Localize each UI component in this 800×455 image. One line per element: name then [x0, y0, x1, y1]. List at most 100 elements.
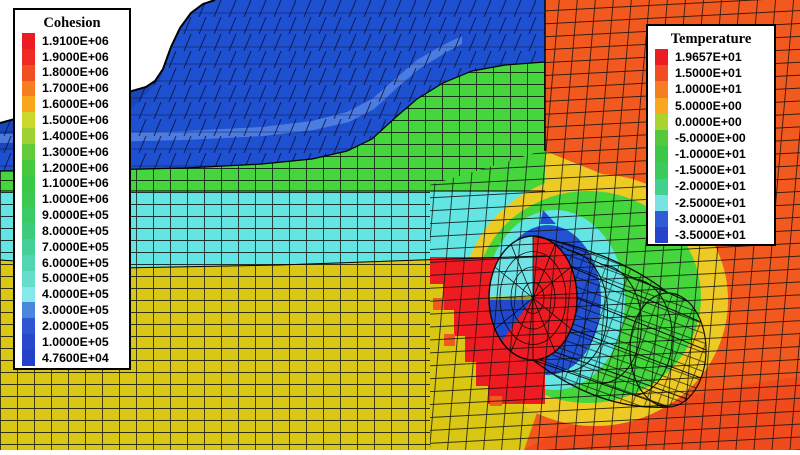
legend-color-swatch: [655, 227, 668, 244]
legend-entry: 1.9100E+06: [15, 33, 129, 49]
legend-value-label: 1.2000E+06: [42, 160, 109, 175]
legend-color-swatch: [655, 146, 668, 163]
legend-entry: 1.3000E+06: [15, 143, 129, 160]
legend-color-swatch: [655, 210, 668, 228]
cohesion-legend-title: Cohesion: [43, 15, 101, 31]
legend-entry: -2.0000E+01: [648, 178, 774, 195]
legend-value-label: 1.4000E+06: [42, 128, 109, 143]
legend-entry: 5.0000E+05: [15, 270, 129, 287]
legend-entry: 1.0000E+01: [648, 81, 774, 98]
legend-entry: 2.0000E+05: [15, 318, 129, 335]
legend-color-swatch: [655, 113, 668, 130]
legend-entry: -2.5000E+01: [648, 194, 774, 211]
legend-color-swatch: [22, 270, 35, 287]
legend-color-swatch: [22, 64, 35, 81]
legend-entry: 5.0000E+00: [648, 97, 774, 114]
legend-value-label: 0.0000E+00: [675, 114, 742, 129]
legend-value-label: 1.7000E+06: [42, 81, 109, 96]
legend-color-swatch: [22, 191, 35, 208]
legend-value-label: 1.0000E+06: [42, 192, 109, 207]
legend-value-label: 2.0000E+05: [42, 318, 109, 333]
legend-entry: 4.7600E+04: [15, 349, 129, 366]
legend-value-label: 1.6000E+06: [42, 97, 109, 112]
legend-entry: 6.0000E+05: [15, 254, 129, 271]
legend-color-swatch: [22, 207, 35, 224]
legend-value-label: -3.0000E+01: [675, 211, 746, 226]
temperature-legend: Temperature 1.9657E+01 1.5000E+01 1.0000E+…: [646, 24, 776, 246]
legend-value-label: 3.0000E+05: [42, 303, 109, 318]
legend-entry: 1.7000E+06: [15, 80, 129, 97]
legend-entry: -1.5000E+01: [648, 162, 774, 179]
legend-color-swatch: [655, 81, 668, 98]
legend-entry: 9.0000E+05: [15, 207, 129, 224]
legend-value-label: -2.0000E+01: [675, 179, 746, 194]
legend-color-swatch: [22, 254, 35, 271]
legend-value-label: 1.0000E+01: [675, 82, 742, 97]
legend-entry: -3.5000E+01: [648, 227, 774, 244]
legend-value-label: 1.5000E+06: [42, 112, 109, 127]
legend-entry: 1.1000E+06: [15, 175, 129, 192]
legend-color-swatch: [22, 112, 35, 129]
legend-value-label: 1.9000E+06: [42, 49, 109, 64]
legend-value-label: 1.9100E+06: [42, 33, 109, 48]
legend-value-label: 1.5000E+01: [675, 66, 742, 81]
legend-color-swatch: [22, 175, 35, 192]
legend-color-swatch: [22, 223, 35, 239]
legend-value-label: 4.0000E+05: [42, 287, 109, 302]
legend-value-label: 9.0000E+05: [42, 208, 109, 223]
legend-value-label: 1.9657E+01: [675, 49, 742, 64]
legend-color-swatch: [655, 97, 668, 114]
legend-color-swatch: [22, 318, 35, 335]
legend-color-swatch: [655, 65, 668, 82]
legend-entry: 3.0000E+05: [15, 302, 129, 319]
legend-color-swatch: [655, 178, 668, 195]
temperature-legend-title: Temperature: [670, 31, 752, 47]
legend-value-label: 1.0000E+05: [42, 334, 109, 349]
legend-value-label: -1.5000E+01: [675, 163, 746, 178]
legend-color-swatch: [22, 302, 35, 319]
legend-value-label: 5.0000E+00: [675, 98, 742, 113]
legend-value-label: -1.0000E+01: [675, 147, 746, 162]
legend-value-label: -5.0000E+00: [675, 130, 746, 145]
legend-value-label: 6.0000E+05: [42, 255, 109, 270]
cohesion-legend: Cohesion 1.9100E+06 1.9000E+06 1.8000E+06 1…: [13, 8, 131, 370]
legend-color-swatch: [22, 159, 35, 176]
legend-color-swatch: [22, 143, 35, 160]
legend-color-swatch: [655, 162, 668, 179]
legend-color-swatch: [22, 96, 35, 113]
legend-color-swatch: [22, 238, 35, 255]
legend-entry: 1.9657E+01: [648, 49, 774, 66]
legend-entry: 1.6000E+06: [15, 96, 129, 113]
legend-entry: -1.0000E+01: [648, 146, 774, 163]
tunnel-face-wireframe: [488, 235, 578, 361]
legend-color-swatch: [655, 129, 668, 147]
legend-color-swatch: [22, 80, 35, 97]
legend-entry: 1.5000E+01: [648, 65, 774, 82]
legend-entry: 7.0000E+05: [15, 238, 129, 255]
legend-value-label: -2.5000E+01: [675, 195, 746, 210]
legend-color-swatch: [655, 194, 668, 211]
legend-color-swatch: [22, 286, 35, 303]
legend-entry: -5.0000E+00: [648, 129, 774, 147]
legend-color-swatch: [22, 48, 35, 65]
legend-value-label: 1.1000E+06: [42, 176, 109, 191]
legend-value-label: 4.7600E+04: [42, 350, 109, 365]
legend-color-swatch: [22, 33, 35, 49]
legend-value-label: 8.0000E+05: [42, 223, 109, 238]
legend-value-label: -3.5000E+01: [675, 228, 746, 242]
legend-entry: 1.8000E+06: [15, 64, 129, 81]
legend-value-label: 1.8000E+06: [42, 65, 109, 80]
legend-entry: 1.0000E+06: [15, 191, 129, 208]
legend-value-label: 7.0000E+05: [42, 239, 109, 254]
legend-value-label: 5.0000E+05: [42, 271, 109, 286]
legend-entry: 1.5000E+06: [15, 112, 129, 129]
legend-color-swatch: [22, 334, 35, 350]
legend-entry: 1.9000E+06: [15, 48, 129, 65]
legend-value-label: 1.3000E+06: [42, 144, 109, 159]
legend-entry: -3.0000E+01: [648, 210, 774, 228]
temperature-legend-rows: 1.9657E+01 1.5000E+01 1.0000E+01 5.0000E+00…: [648, 49, 774, 244]
legend-color-swatch: [22, 128, 35, 144]
legend-entry: 8.0000E+05: [15, 223, 129, 239]
